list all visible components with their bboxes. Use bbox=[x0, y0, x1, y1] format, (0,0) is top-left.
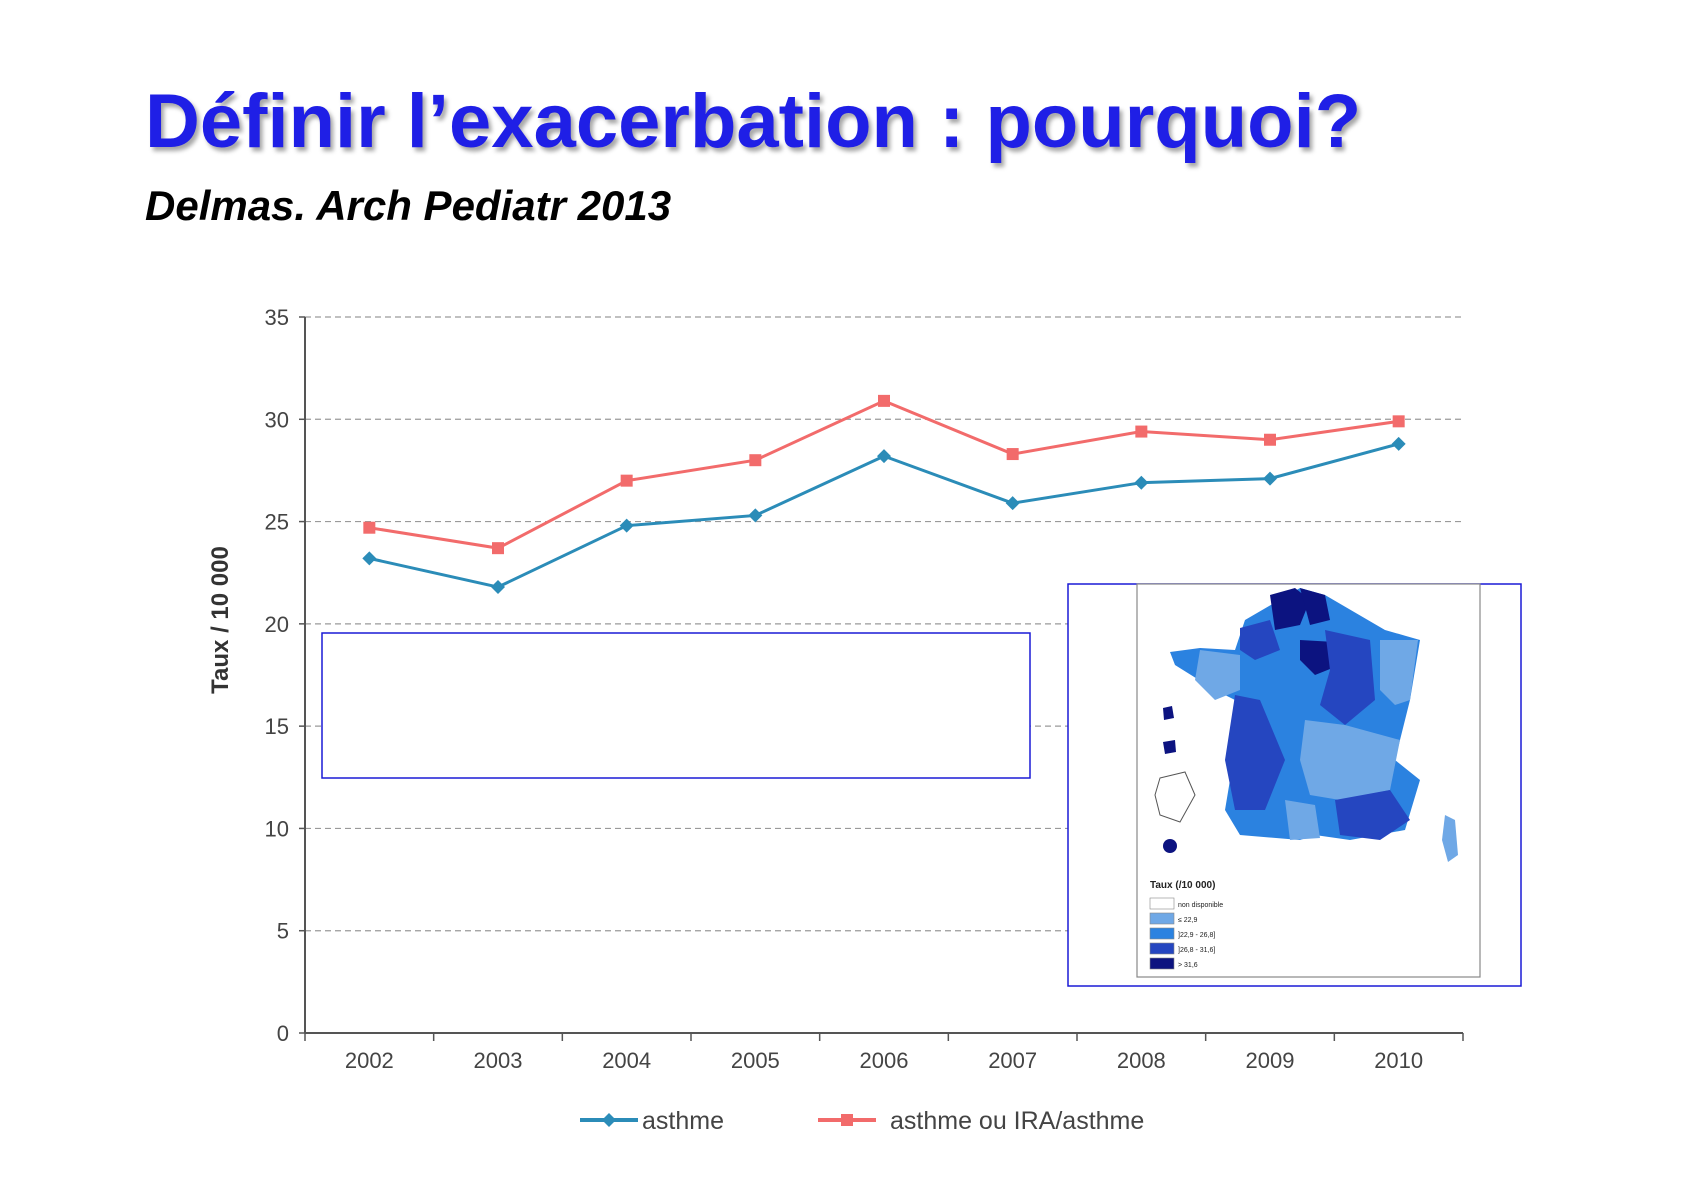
map-legend-swatch bbox=[1149, 957, 1175, 970]
data-point bbox=[1391, 436, 1406, 451]
map-legend-swatch bbox=[1149, 912, 1175, 925]
axes: 0 5 10 15 20 25 30 35 2002 2003 2004 2005 2006 2007 20… bbox=[265, 305, 1464, 1073]
legend: asthme asthme ou IRA/asthme bbox=[580, 1107, 1144, 1135]
series-line bbox=[369, 399, 1399, 550]
legend-label: asthme ou IRA/asthme bbox=[890, 1107, 1144, 1135]
series bbox=[362, 394, 1406, 595]
data-point bbox=[878, 394, 890, 407]
data-point bbox=[492, 542, 504, 555]
map-legend-label: > 31,6 bbox=[1178, 962, 1198, 969]
data-point bbox=[1264, 433, 1276, 446]
data-point bbox=[1392, 415, 1405, 428]
y-tick-label: 10 bbox=[265, 816, 289, 841]
y-tick-label: 15 bbox=[265, 714, 289, 739]
data-point bbox=[1134, 475, 1149, 490]
x-tick-label: 2002 bbox=[345, 1048, 394, 1073]
map-legend: non disponible ≤ 22,9 ]22,9 - 26,8] ]26,8 -… bbox=[1149, 897, 1223, 970]
map-legend-swatch bbox=[1149, 897, 1175, 910]
y-tick-label: 0 bbox=[277, 1021, 289, 1046]
y-tick-label: 30 bbox=[265, 407, 289, 432]
x-tick-label: 2007 bbox=[988, 1048, 1037, 1073]
map-legend-item: non disponible bbox=[1149, 897, 1223, 910]
x-tick-label: 2003 bbox=[474, 1048, 523, 1073]
data-point bbox=[1005, 496, 1020, 511]
data-point bbox=[1006, 448, 1019, 461]
y-tick-label: 5 bbox=[277, 919, 289, 944]
data-point bbox=[1135, 425, 1148, 438]
data-point bbox=[749, 454, 762, 467]
legend-item: asthme ou IRA/asthme bbox=[818, 1107, 1144, 1135]
y-tick-label: 25 bbox=[265, 510, 289, 535]
x-tick-label: 2010 bbox=[1374, 1048, 1423, 1073]
legend-item: asthme bbox=[580, 1107, 724, 1135]
x-tick-label: 2004 bbox=[602, 1048, 651, 1073]
map-legend-swatch bbox=[1149, 942, 1175, 955]
map-legend-swatch bbox=[1149, 927, 1175, 940]
slide-subtitle: Delmas. Arch Pediatr 2013 bbox=[145, 182, 672, 229]
map-legend-title: Taux (/10 000) bbox=[1150, 880, 1215, 891]
y-tick-label: 35 bbox=[265, 305, 289, 330]
x-tick-label: 2008 bbox=[1117, 1048, 1166, 1073]
data-point bbox=[362, 551, 377, 566]
x-tick-label: 2005 bbox=[731, 1048, 780, 1073]
y-axis-title: Taux / 10 000 bbox=[207, 546, 234, 694]
data-point bbox=[877, 449, 891, 464]
data-point bbox=[619, 518, 634, 533]
map-legend-item: > 31,6 bbox=[1149, 957, 1198, 970]
legend-label: asthme bbox=[642, 1107, 724, 1135]
inset-map: Taux (/10 000) non disponible ≤ 22,9 ]22,9… bbox=[1067, 583, 1522, 987]
data-point bbox=[620, 474, 633, 487]
map-legend-item: ≤ 22,9 bbox=[1149, 912, 1198, 925]
map-legend-label: ≤ 22,9 bbox=[1178, 917, 1198, 924]
data-point bbox=[1263, 471, 1277, 486]
series-line bbox=[369, 442, 1400, 589]
legend-swatch-marker bbox=[841, 1114, 853, 1126]
x-tick-label: 2009 bbox=[1246, 1048, 1295, 1073]
map-legend-label: non disponible bbox=[1178, 902, 1223, 909]
france-map-image bbox=[1154, 588, 1458, 862]
series-asthme-ou-ira bbox=[363, 394, 1405, 555]
slide-title: Définir l’exacerbation : pourquoi? bbox=[145, 79, 1362, 164]
map-legend-item: ]26,8 - 31,6] bbox=[1149, 942, 1215, 955]
y-tick-label: 20 bbox=[265, 612, 289, 637]
data-point bbox=[363, 521, 376, 534]
highlight-box bbox=[321, 632, 1031, 779]
map-legend-label: ]22,9 - 26,8] bbox=[1178, 932, 1215, 939]
data-point bbox=[748, 508, 763, 523]
data-point bbox=[491, 580, 505, 595]
map-legend-item: ]22,9 - 26,8] bbox=[1149, 927, 1215, 940]
map-legend-label: ]26,8 - 31,6] bbox=[1178, 947, 1215, 954]
x-tick-label: 2006 bbox=[860, 1048, 909, 1073]
legend-swatch-marker bbox=[602, 1113, 616, 1127]
series-asthme bbox=[362, 436, 1406, 595]
